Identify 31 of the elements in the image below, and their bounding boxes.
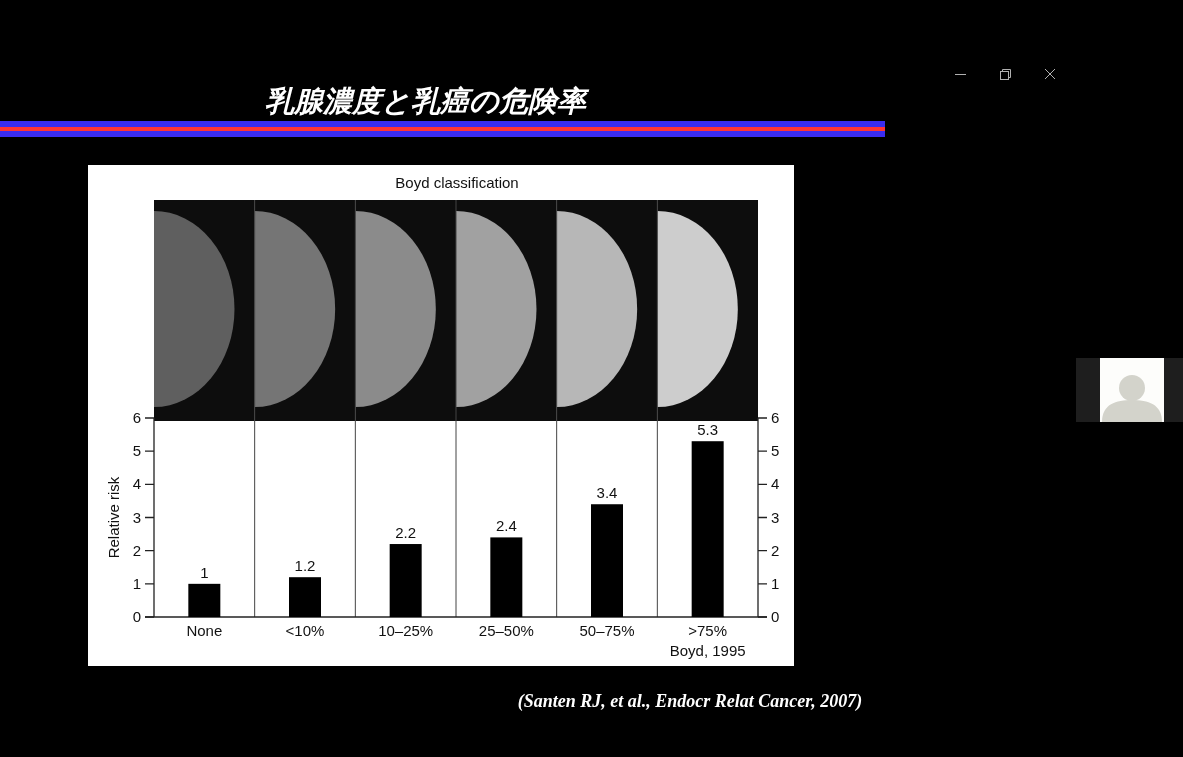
- y2-tick-label: 2: [771, 541, 780, 559]
- y-axis-title: Relative risk: [105, 476, 122, 559]
- chart-title: 乳腺濃度と乳癌の危険率: [265, 84, 590, 118]
- data-label: 3.4: [596, 484, 618, 502]
- y2-tick-label: 3: [771, 508, 780, 526]
- y-tick-label: 0: [132, 608, 141, 625]
- data-label: 2.2: [395, 524, 417, 542]
- x-tick-label: >75%: [688, 622, 728, 639]
- y-tick-label: 2: [132, 541, 141, 559]
- y2-tick-label: 0: [771, 608, 780, 625]
- text: Boyd, 1995: [669, 642, 746, 659]
- x-tick-label: 50–75%: [579, 622, 635, 639]
- data-label: 1: [200, 563, 209, 581]
- y-tick-label: 4: [132, 475, 141, 493]
- y-tick-label: 1: [132, 574, 141, 592]
- y-tick-label: 5: [132, 442, 141, 460]
- x-tick-label: <10%: [285, 622, 325, 639]
- y2-tick-label: 6: [771, 409, 780, 426]
- data-label: 1.2: [294, 557, 316, 575]
- chart-subtitle: Boyd classification: [395, 174, 519, 191]
- y2-tick-label: 4: [771, 475, 780, 493]
- y2-tick-label: 1: [771, 574, 780, 592]
- x-tick-label: None: [186, 622, 223, 639]
- y2-tick-label: 5: [771, 442, 780, 460]
- x-tick-label: 10–25%: [378, 622, 434, 639]
- data-label: 2.4: [495, 517, 517, 535]
- y-tick-label: 6: [132, 409, 141, 426]
- data-label: 5.3: [697, 421, 719, 439]
- x-tick-label: 25–50%: [478, 622, 534, 639]
- y-tick-label: 3: [132, 508, 141, 526]
- text: (Santen RJ, et al., Endocr Relat Cancer, 2007): [517, 691, 863, 712]
